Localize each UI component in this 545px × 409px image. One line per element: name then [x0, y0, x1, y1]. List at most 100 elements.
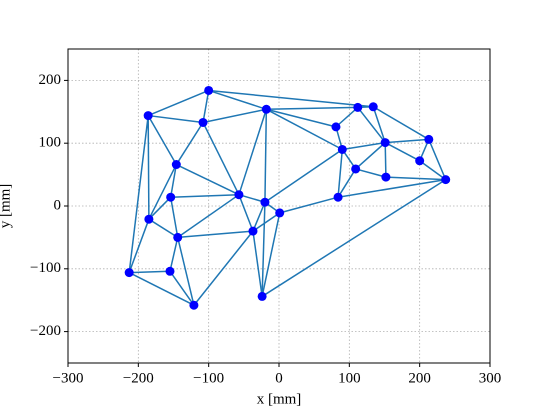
- mesh-edge: [128, 115, 149, 273]
- mesh-edge: [419, 160, 447, 181]
- y-tick-label: 200: [39, 72, 62, 88]
- x-tick-label: 100: [338, 370, 361, 386]
- mesh-edge: [265, 108, 343, 151]
- mesh-node: [165, 266, 175, 276]
- mesh-edge: [252, 212, 281, 232]
- mesh-edge: [202, 90, 210, 123]
- mesh-edge: [177, 194, 240, 239]
- mesh-edge: [264, 109, 268, 203]
- mesh-node: [143, 111, 153, 121]
- mesh-edge: [335, 106, 359, 128]
- mesh-edge: [337, 178, 446, 198]
- mesh-edge: [148, 196, 172, 220]
- mesh-edge: [238, 109, 268, 195]
- mesh-edge: [147, 115, 177, 165]
- x-tick-label: −300: [53, 370, 84, 386]
- mesh-node: [351, 164, 361, 174]
- mesh-edge: [337, 168, 357, 198]
- mesh-edge: [169, 164, 178, 198]
- mesh-node: [124, 268, 134, 278]
- mesh-edge: [385, 176, 446, 181]
- mesh-node: [331, 122, 341, 132]
- mesh-node: [353, 102, 363, 112]
- mesh-node: [173, 232, 183, 242]
- mesh-node: [368, 102, 378, 112]
- mesh-edge: [128, 271, 195, 306]
- mesh-edge: [264, 148, 343, 203]
- mesh-edge: [385, 138, 429, 144]
- mesh-edge: [357, 106, 386, 144]
- mesh-edge: [238, 194, 254, 232]
- mesh-node: [189, 300, 199, 310]
- x-tick-label: −200: [123, 370, 154, 386]
- mesh-node: [380, 138, 390, 148]
- mesh-edge: [129, 270, 171, 274]
- x-tick-label: −100: [193, 370, 224, 386]
- x-tick-label: 300: [479, 370, 502, 386]
- mesh-edge: [355, 142, 386, 170]
- mesh-node: [441, 175, 451, 185]
- mesh-node: [275, 208, 285, 218]
- y-tick-label: −200: [30, 323, 61, 339]
- mesh-edge: [147, 89, 209, 117]
- mesh-edge: [337, 149, 344, 198]
- mesh-edge: [279, 196, 339, 214]
- mesh-edge: [175, 163, 240, 196]
- mesh-edge: [170, 193, 239, 198]
- mesh-edge: [238, 193, 266, 203]
- mesh-node: [260, 197, 270, 207]
- plot-frame: [67, 48, 491, 364]
- mesh-edge: [202, 108, 267, 124]
- mesh-edge: [148, 164, 177, 220]
- mesh-edge: [148, 114, 204, 124]
- mesh-edge: [261, 202, 266, 297]
- mesh-node: [166, 192, 176, 202]
- mesh-edge: [208, 89, 374, 108]
- mesh-edge: [193, 230, 254, 306]
- mesh-edge: [252, 201, 266, 232]
- mesh-edge: [261, 212, 281, 297]
- x-tick-label: 200: [408, 370, 431, 386]
- mesh-edge: [202, 122, 240, 196]
- x-tick-label: 0: [275, 370, 283, 386]
- mesh-edge: [169, 197, 179, 238]
- mesh-edge: [169, 237, 179, 272]
- mesh-edge: [355, 168, 387, 178]
- mesh-edge: [372, 106, 430, 141]
- mesh-edge: [177, 230, 254, 239]
- mesh-edge: [342, 141, 386, 151]
- mesh-edge: [384, 141, 421, 162]
- mesh-edge: [261, 178, 447, 298]
- y-tick-label: 0: [54, 197, 62, 213]
- mesh-node: [337, 144, 347, 154]
- mesh-edge: [428, 139, 447, 180]
- y-axis-label: y [mm]: [0, 184, 13, 229]
- mesh-edge: [208, 89, 267, 111]
- mesh-edge: [176, 237, 195, 306]
- mesh-edge: [266, 106, 358, 111]
- mesh-edge: [372, 106, 386, 143]
- mesh-edge: [175, 122, 204, 165]
- mesh-edge: [252, 231, 263, 297]
- mesh-node: [415, 156, 425, 166]
- mesh-node: [381, 172, 391, 182]
- mesh-edge: [147, 115, 150, 220]
- mesh-node: [424, 134, 434, 144]
- mesh-edge: [169, 270, 195, 306]
- y-tick-label: 100: [39, 135, 62, 151]
- mesh-node: [333, 192, 343, 202]
- mesh-node: [257, 291, 267, 301]
- mesh-node: [248, 226, 258, 236]
- mesh-node: [204, 85, 214, 95]
- mesh-node: [144, 214, 154, 224]
- mesh-node: [234, 190, 244, 200]
- mesh-edge: [148, 218, 179, 239]
- mesh-node: [198, 117, 208, 127]
- mesh-node: [171, 160, 181, 170]
- mesh-edge: [128, 218, 150, 273]
- y-tick-label: −100: [30, 260, 61, 276]
- mesh-edge: [266, 108, 337, 128]
- x-axis-label: x [mm]: [257, 391, 302, 407]
